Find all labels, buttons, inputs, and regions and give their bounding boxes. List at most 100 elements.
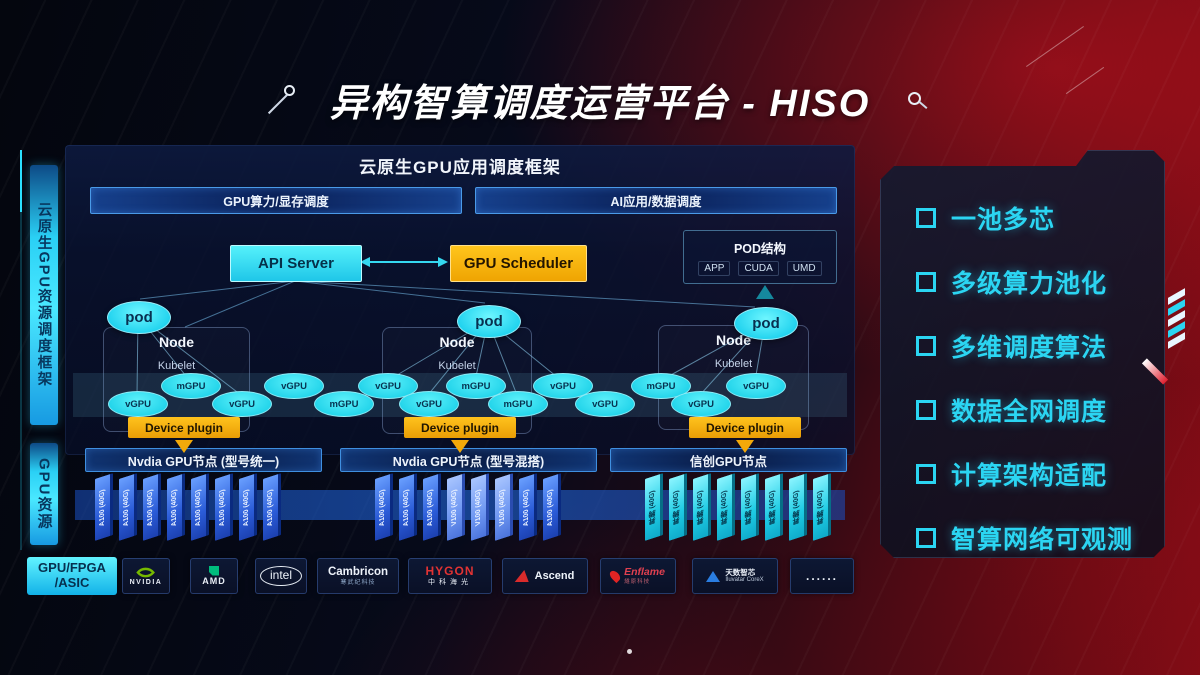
framework-header: 云原生GPU应用调度框架 (359, 158, 561, 177)
square-bullet-icon (916, 464, 936, 484)
vendor-tile-hygon: HYGON 中科海光 (408, 558, 492, 594)
pod-layer-app: APP (698, 261, 731, 276)
mgpu-ellipse: mGPU (161, 373, 221, 399)
gpu-card: A100 (40G) (239, 473, 257, 541)
gpu-card: A100 (40G) (191, 473, 209, 541)
corner-line (1026, 26, 1084, 67)
features-panel: 一池多芯 多级算力池化 多维调度算法 数据全网调度 计算架构适配 智算网络可观测 (880, 150, 1165, 558)
gpu-card: 昇腾 (40G) (813, 473, 831, 541)
pod-layer-cuda: CUDA (738, 261, 779, 276)
node-label: Node (159, 334, 194, 350)
gpu-card: 昇腾 (40G) (645, 473, 663, 541)
bar-ai-data-scheduling: AI应用/数据调度 (475, 187, 837, 214)
pod-ellipse-3: pod (734, 307, 798, 340)
gpu-scheduler-box: GPU Scheduler (450, 245, 587, 282)
gpu-card: A100 (40G) (95, 473, 113, 541)
rail-cloud-native-gpu-framework: 云原生GPU资源调度框架 (30, 165, 58, 425)
chip-types-line2: /ASIC (54, 575, 90, 590)
vendor-subtitle: Iluvatar CoreX (725, 576, 764, 583)
left-accent-line-faint (20, 212, 22, 550)
vgpu-ellipse: vGPU (575, 391, 635, 417)
feature-label: 计算架构适配 (951, 462, 1108, 490)
feature-label: 一池多芯 (951, 206, 1056, 234)
gpu-card: V100 (40G) (495, 473, 513, 541)
enflame-logo-icon (607, 568, 623, 584)
framework-panel: 云原生GPU应用调度框架 GPU算力/显存调度 AI应用/数据调度 (65, 145, 855, 455)
square-bullet-icon (916, 208, 936, 228)
gpu-card: A100 (40G) (399, 473, 417, 541)
vendor-name: 天数智芯 (725, 567, 756, 577)
iluvatar-logo-icon (706, 570, 721, 582)
gpu-card: V100 (40G) (471, 473, 489, 541)
nvidia-logo-icon (136, 567, 155, 578)
vendor-subtitle: 寒武纪科技 (340, 579, 376, 586)
gpu-card: 昇腾 (40G) (765, 473, 783, 541)
gpu-card: A100 (40G) (375, 473, 393, 541)
pod-structure-title: POD结构 (733, 242, 787, 256)
mgpu-ellipse: mGPU (314, 391, 374, 417)
vendor-name: Ascend (534, 570, 575, 582)
feature-item: 多维调度算法 (916, 314, 1133, 378)
feature-label: 多维调度算法 (951, 334, 1108, 362)
chip-types-line1: GPU/FPGA (38, 560, 106, 576)
vendor-tile-enflame: Enflame 燧原科技 (600, 558, 676, 594)
vendor-tile-more: ...... (790, 558, 854, 594)
gpu-card-group-1: A100 (40G) A100 (40G) A100 (40G) A100 (4… (95, 473, 281, 541)
feature-label: 多级算力池化 (951, 270, 1108, 298)
down-arrow (175, 440, 193, 453)
device-plugin-3: Device plugin (689, 417, 801, 438)
chip-types-box: GPU/FPGA /ASIC (27, 557, 117, 595)
feature-item: 计算架构适配 (916, 442, 1133, 506)
vendor-name: Cambricon (327, 565, 389, 578)
gpu-card: V100 (40G) (447, 473, 465, 541)
magnifier-icon (908, 92, 921, 105)
gpu-card: A100 (40G) (543, 473, 561, 541)
bar-gpu-compute-scheduling: GPU算力/显存调度 (90, 187, 462, 214)
feature-label: 智算网络可观测 (951, 526, 1134, 554)
vgpu-ellipse: vGPU (726, 373, 786, 399)
kubelet-label: Kubelet (714, 358, 753, 370)
vgpu-ellipse: vGPU (108, 391, 168, 417)
feature-item: 多级算力池化 (916, 250, 1133, 314)
gpu-card: 昇腾 (40G) (789, 473, 807, 541)
gpu-card: A100 (40G) (167, 473, 185, 541)
feature-label: 数据全网调度 (951, 398, 1108, 426)
more-dots: ...... (805, 569, 838, 583)
pool-bar-xinchuang: 信创GPU节点 (610, 448, 847, 472)
vendor-subtitle: 燧原科技 (624, 578, 651, 585)
hazard-stripes (1168, 288, 1185, 349)
api-server-box: API Server (230, 245, 362, 282)
vendor-tile-intel: intel (255, 558, 307, 594)
intel-logo-icon: intel (259, 566, 302, 586)
pod-up-arrow (756, 285, 774, 299)
circuit-node-icon (267, 85, 295, 115)
gpu-card: 昇腾 (40G) (693, 473, 711, 541)
vgpu-ellipse: vGPU (671, 391, 731, 417)
gpu-card: 昇腾 (40G) (669, 473, 687, 541)
vendor-tile-nvidia: NVIDIA (122, 558, 170, 594)
node-label: Node (439, 334, 475, 350)
gpu-card-group-3: 昇腾 (40G) 昇腾 (40G) 昇腾 (40G) 昇腾 (40G) 昇腾 (… (645, 473, 831, 541)
gpu-card: A100 (40G) (215, 473, 233, 541)
gpu-card: 昇腾 (40G) (717, 473, 735, 541)
down-arrow (451, 440, 469, 453)
down-arrow (736, 440, 754, 453)
mgpu-ellipse: mGPU (488, 391, 548, 417)
feature-item: 智算网络可观测 (916, 506, 1134, 558)
pod-ellipse-2: pod (457, 305, 521, 338)
page-title: 异构智算调度运营平台 - HISO (329, 83, 871, 125)
node-label: Node (716, 332, 751, 348)
ascend-logo-icon (514, 570, 531, 582)
square-bullet-icon (916, 336, 936, 356)
gpu-card: A100 (40G) (423, 473, 441, 541)
vendor-name: AMD (202, 575, 226, 586)
pool-bar-nvidia-uniform: Nvdia GPU节点 (型号统一) (85, 448, 322, 472)
feature-item: 一池多芯 (916, 186, 1133, 250)
vendor-tile-iluvatar: 天数智芯 Iluvatar CoreX (692, 558, 778, 594)
gpu-card-group-2: A100 (40G) A100 (40G) A100 (40G) V100 (4… (375, 473, 561, 541)
vendor-name: HYGON (425, 564, 475, 579)
vendor-tile-cambricon: Cambricon 寒武纪科技 (317, 558, 399, 594)
amd-logo-icon (209, 565, 219, 576)
left-accent-line (20, 150, 22, 212)
